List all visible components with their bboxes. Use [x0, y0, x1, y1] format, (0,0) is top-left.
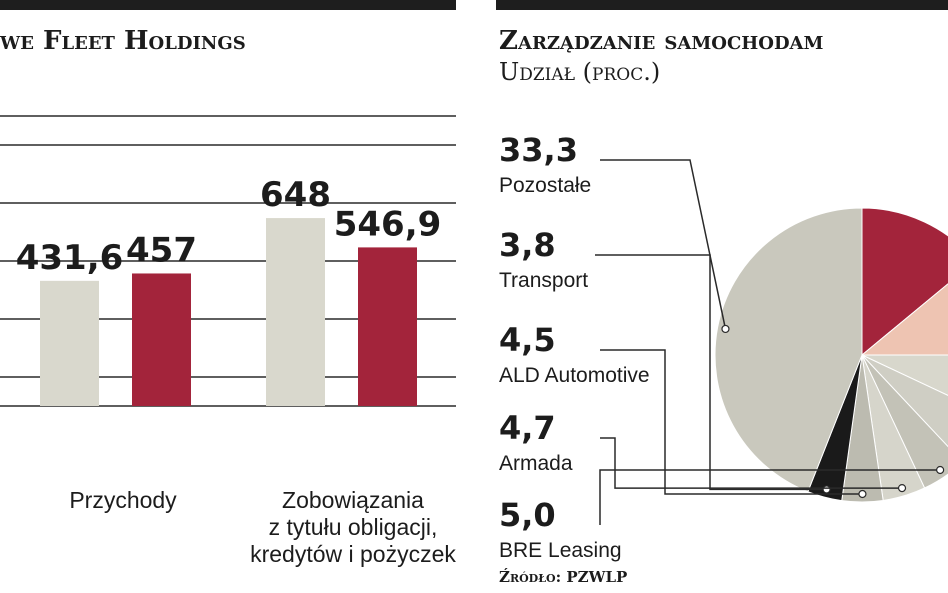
bar-value-label: 457 [126, 230, 197, 270]
pie-chart-slices [714, 207, 948, 503]
pie-slice-unlabelled [861, 354, 948, 448]
bar-chart-value-labels: 431,6 648 457 546,9 [16, 175, 442, 278]
pie-slice-label: Pozostałe [499, 174, 591, 197]
bar [40, 280, 99, 406]
pie-slice-label: Transport [499, 269, 588, 292]
pie-value-label: 4,5 [499, 321, 556, 359]
bar [358, 247, 417, 406]
leader-line [600, 437, 903, 489]
right-chart-title: Zarządzanie samochodam [499, 26, 824, 56]
leader-line [600, 349, 863, 495]
pie-chart-value-labels: 33,3 3,8 4,5 4,7 5,0 [499, 131, 578, 534]
category-label: Przychody [69, 487, 177, 513]
left-chart-title: we Fleet Holdings [0, 26, 246, 56]
leader-dot [822, 485, 831, 494]
right-chart-source: Źródło: PZWLP [499, 568, 628, 586]
leader-dot [897, 484, 907, 493]
bar-value-label: 648 [260, 175, 331, 215]
category-label: kredytów i pożyczek [250, 541, 456, 567]
pie-slice [714, 207, 863, 493]
category-label: Zobowiązania [282, 487, 424, 513]
leader-line [599, 469, 941, 525]
pie-slice-label: BRE Leasing [499, 539, 622, 562]
leader-line [595, 254, 827, 491]
bar-chart-bars [40, 218, 417, 406]
category-label: z tytułu obligacji, [269, 514, 438, 540]
pie-slice-label: ALD Automotive [499, 364, 650, 387]
right-chart-subtitle: Udział (proc.) [499, 58, 661, 86]
leader-dot [858, 489, 867, 499]
pie-chart-leader-lines [595, 159, 945, 525]
pie-value-label: 33,3 [499, 131, 578, 169]
leader-dot [721, 324, 730, 334]
leader-dot [936, 465, 945, 475]
leader-line [600, 159, 727, 330]
left-header-bar [0, 0, 456, 10]
pie-slice-unlabelled [861, 354, 948, 397]
pie-slice-unlabelled [861, 207, 948, 357]
pie-value-label: 3,8 [499, 226, 556, 264]
pie-slice-label: Armada [499, 452, 573, 475]
pie-value-label: 5,0 [499, 496, 556, 534]
bar [266, 218, 325, 406]
pie-value-label: 4,7 [499, 409, 556, 447]
bar-value-label: 546,9 [334, 204, 442, 244]
bar [132, 273, 191, 406]
pie-slice-unlabelled [860, 283, 948, 356]
pie-chart-slice-labels: Pozostałe Transport ALD Automotive Armada BR… [499, 174, 650, 562]
right-header-bar [496, 0, 948, 10]
bar-value-label: 431,6 [16, 238, 124, 278]
